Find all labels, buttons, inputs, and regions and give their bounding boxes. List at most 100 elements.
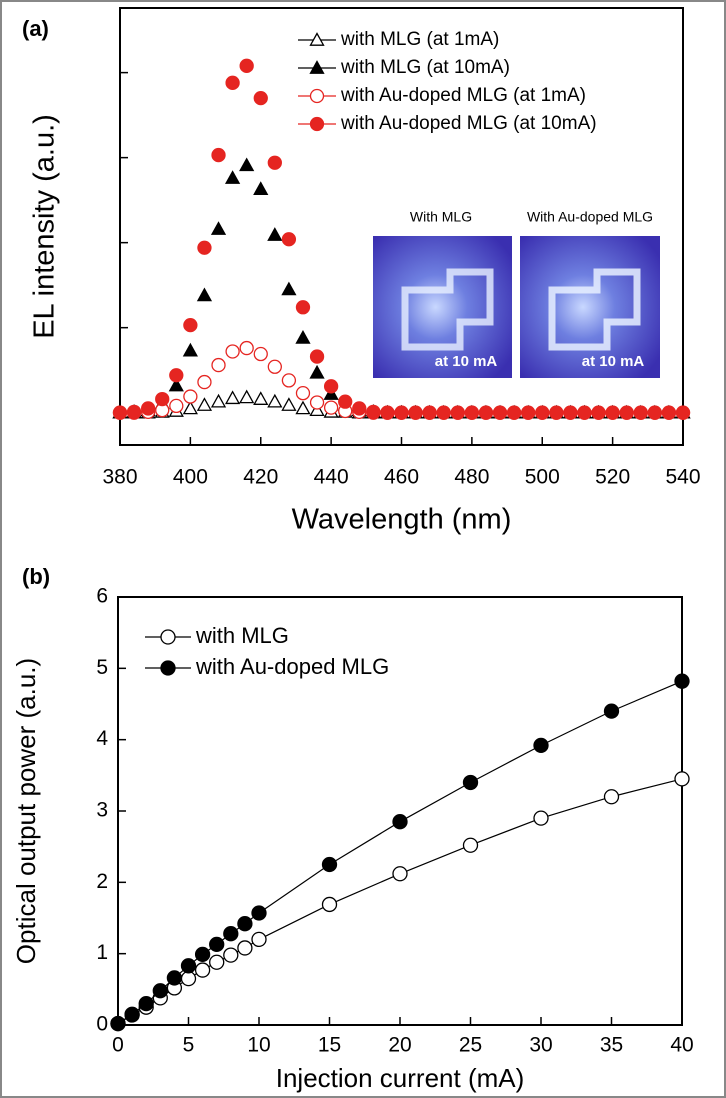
marker [251,905,267,921]
marker [251,931,267,948]
marker [309,349,325,364]
marker [267,359,282,374]
legend-label: with Au-doped MLG [195,654,389,679]
panel-label: (b) [22,564,50,589]
legend-label: with Au-doped MLG (at 1mA) [340,85,586,106]
marker [323,379,339,394]
marker [253,181,269,195]
inset-title: With MLG [410,209,472,225]
marker [422,405,437,420]
marker [224,170,241,184]
marker [239,157,255,172]
marker [295,330,311,344]
marker [253,391,269,405]
marker [196,287,213,302]
marker [166,970,183,986]
marker [253,346,268,362]
marker [197,240,212,255]
y-axis-title: Optical output power (a.u.) [11,658,41,964]
marker [225,344,240,359]
marker [140,401,156,416]
x-tick-label: 500 [525,466,560,489]
x-axis-title: Injection current (mA) [276,1063,525,1093]
legend-marker [160,660,176,676]
marker [237,940,253,956]
x-tick-label: 35 [600,1034,623,1057]
y-tick-label: 5 [96,656,108,679]
marker [194,946,211,963]
marker [281,232,297,247]
marker [436,405,451,420]
marker [183,317,198,333]
marker [366,404,381,419]
inset-caption: at 10 mA [435,353,498,370]
x-tick-label: 40 [670,1034,693,1057]
y-tick-label: 0 [96,1013,108,1036]
marker [281,397,297,411]
marker [462,837,479,853]
legend-marker [309,88,325,104]
marker [533,737,549,754]
marker [155,391,170,407]
y-axis-title: EL intensity (a.u.) [29,114,61,339]
marker [237,916,253,932]
marker [549,405,564,420]
y-tick-label: 1 [96,941,108,964]
marker [239,389,255,404]
legend-label: with MLG [195,623,289,648]
marker [647,405,662,420]
inset-pattern [401,268,494,351]
marker [492,405,508,420]
marker [182,342,198,357]
marker [462,774,479,791]
marker [295,385,311,401]
x-tick-label: 420 [243,466,278,489]
marker [605,405,620,420]
marker [223,926,239,942]
marker [394,405,409,420]
marker [152,983,168,999]
marker [591,405,606,420]
marker [124,1006,140,1022]
marker [267,393,283,408]
marker [197,374,212,390]
marker [338,394,353,409]
marker [309,364,325,379]
x-tick-label: 5 [183,1034,195,1057]
legend-marker [309,60,325,74]
x-tick-label: 25 [459,1034,482,1057]
marker [223,947,239,963]
marker [267,227,283,241]
x-axis-title: Wavelength (nm) [292,504,512,536]
marker [112,405,128,420]
marker [295,300,311,315]
marker [563,405,578,420]
marker [210,221,227,235]
x-tick-label: 380 [102,466,137,489]
marker [478,405,494,420]
marker [281,281,297,296]
legend-label: with MLG (at 1mA) [340,29,499,50]
marker [535,405,550,420]
y-tick-label: 4 [96,727,108,750]
marker [211,147,226,163]
marker [180,970,197,987]
x-tick-label: 460 [384,466,419,489]
x-tick-label: 540 [665,466,700,489]
x-tick-label: 15 [318,1034,341,1057]
marker [224,390,241,405]
x-tick-label: 480 [454,466,489,489]
marker [169,398,184,414]
marker [674,673,690,689]
legend-marker [309,116,325,132]
marker [182,400,198,415]
marker [321,856,338,873]
marker [392,814,408,830]
marker [211,357,226,373]
y-tick-label: 3 [96,799,108,822]
marker [209,954,225,970]
y-tick-label: 2 [96,870,108,893]
marker [619,405,634,420]
marker [408,405,423,420]
